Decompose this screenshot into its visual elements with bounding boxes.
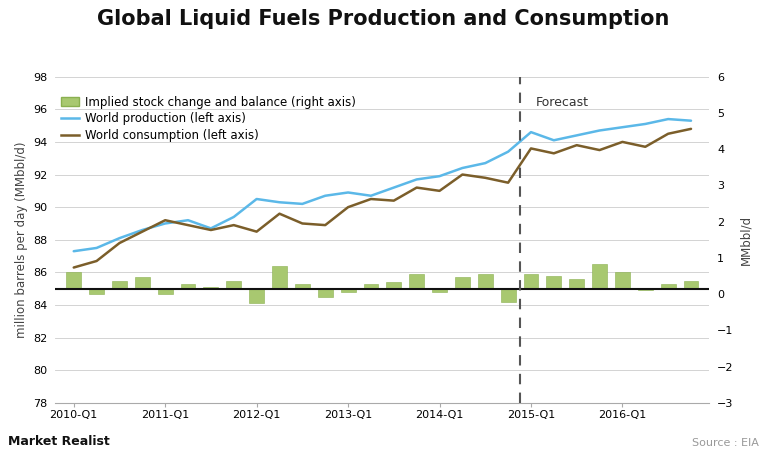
Legend: Implied stock change and balance (right axis), World production (left axis), Wor: Implied stock change and balance (right …	[61, 96, 356, 142]
Bar	[364, 284, 378, 289]
Text: Market Realist: Market Realist	[8, 435, 110, 448]
Bar	[318, 289, 333, 297]
Bar	[135, 277, 150, 289]
Bar	[524, 274, 538, 289]
Bar	[501, 289, 515, 302]
Bar	[638, 289, 653, 290]
Bar	[455, 277, 470, 289]
Bar	[683, 280, 699, 289]
Bar	[569, 279, 584, 289]
Bar	[615, 272, 630, 289]
Bar	[546, 276, 561, 289]
Bar	[249, 289, 264, 304]
Bar	[660, 284, 676, 289]
Bar	[203, 287, 219, 289]
Bar	[226, 280, 241, 289]
Bar	[89, 289, 104, 294]
Bar	[180, 284, 196, 289]
Bar	[410, 274, 424, 289]
Bar	[295, 284, 310, 289]
Bar	[66, 272, 81, 289]
Bar	[272, 266, 287, 289]
Bar	[112, 280, 127, 289]
Bar	[432, 289, 447, 292]
Bar	[158, 289, 173, 294]
Bar	[341, 289, 356, 292]
Text: Global Liquid Fuels Production and Consumption: Global Liquid Fuels Production and Consu…	[97, 9, 670, 29]
Text: Source : EIA: Source : EIA	[693, 439, 759, 448]
Bar	[592, 264, 607, 289]
Bar	[478, 274, 492, 289]
Bar	[387, 282, 401, 289]
Text: Forecast: Forecast	[535, 96, 588, 109]
Y-axis label: million barrels per day (MMbbl/d): million barrels per day (MMbbl/d)	[15, 141, 28, 338]
Y-axis label: MMbbl/d: MMbbl/d	[739, 215, 752, 265]
